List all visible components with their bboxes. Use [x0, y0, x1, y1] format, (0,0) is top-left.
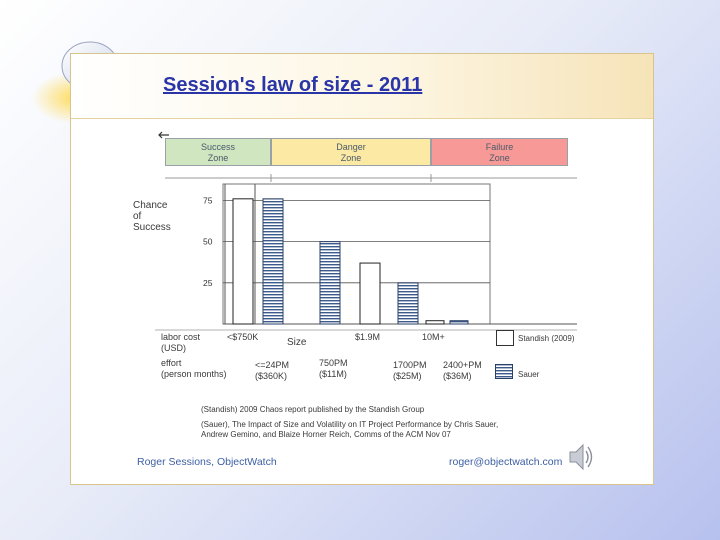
arrow-left-icon — [158, 131, 169, 139]
y-tick-label: 75 — [203, 195, 213, 205]
zone-range-arrow — [165, 174, 577, 182]
sauer-bar — [397, 282, 419, 325]
sauer-bar — [449, 320, 469, 325]
effort-tick: <=24PM ($360K) — [255, 360, 290, 381]
labor-cost-label: labor cost (USD) — [161, 332, 201, 353]
source-note: (Standish) 2009 Chaos report published b… — [201, 405, 425, 414]
cost-tick: <$750K — [227, 332, 259, 342]
chart-area: Success Zone Danger Zone Failure Zone 25 50 7… — [115, 126, 605, 479]
y-tick-label: 50 — [203, 237, 213, 247]
effort-tick: 1700PM ($25M) — [393, 360, 427, 381]
speaker-icon[interactable] — [568, 440, 594, 474]
source-note: Andrew Gemino, and Blaize Horner Reich, … — [201, 430, 451, 439]
legend-swatch-sauer — [495, 364, 513, 379]
bar-chart: 25 50 75 — [155, 174, 577, 331]
standish-bar — [425, 320, 445, 325]
cost-tick: $1.9M — [355, 332, 381, 342]
effort-tick: 750PM ($11M) — [319, 358, 348, 379]
sauer-bar — [262, 198, 284, 325]
footer-author: Roger Sessions, ObjectWatch — [137, 456, 277, 468]
effort-tick: 2400+PM ($36M) — [443, 360, 482, 381]
sauer-bar — [319, 241, 341, 325]
source-note: (Sauer), The Impact of Size and Volatili… — [201, 420, 499, 429]
success-zone: Success Zone — [165, 138, 271, 166]
cost-tick: 10M+ — [422, 332, 445, 342]
effort-label: effort (person months) — [161, 358, 227, 379]
legend-label-sauer: Sauer — [518, 370, 540, 379]
footer-email: roger@objectwatch.com — [449, 456, 563, 468]
standish-bar — [359, 262, 381, 325]
danger-zone: Danger Zone — [271, 138, 431, 166]
title-band: Session's law of size - 2011 — [71, 54, 653, 119]
y-tick-label: 25 — [203, 278, 213, 288]
x-axis-label: Size — [287, 337, 307, 348]
standish-bar — [232, 198, 254, 325]
y-axis-label: Chance of Success — [133, 200, 171, 233]
legend-label-standish: Standish (2009) — [518, 334, 575, 343]
failure-zone: Failure Zone — [431, 138, 568, 166]
page-title: Session's law of size - 2011 — [163, 74, 423, 96]
legend-swatch-standish — [496, 330, 514, 346]
